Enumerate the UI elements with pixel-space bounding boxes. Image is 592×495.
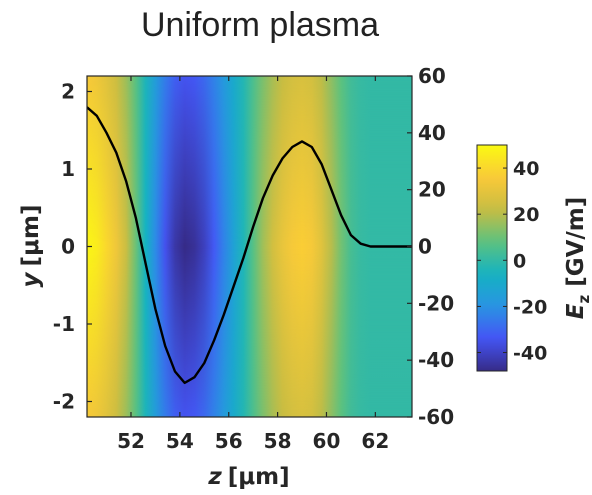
x-axis: 52 54 56 58 60 62 — [117, 76, 389, 453]
colorbar-tick-label: 0 — [513, 250, 526, 272]
y-tick-label: 2 — [61, 80, 75, 104]
y2-axis: -60 -40 -20 0 20 40 60 — [407, 64, 454, 429]
x-tick-label: 56 — [215, 429, 243, 453]
y2-tick-label: 20 — [418, 178, 446, 202]
colorbar-gradient-rect — [476, 144, 508, 372]
y2-tick-label: 60 — [418, 64, 446, 88]
x-tick-label: 54 — [166, 429, 194, 453]
line-series-group — [87, 106, 412, 385]
colorbar-tick-label: -40 — [513, 343, 547, 365]
plot-area — [86, 75, 413, 418]
colorbar-tick-label: 20 — [513, 204, 539, 226]
y-axis-label: y[μm] — [18, 205, 44, 288]
colorbar: -40 -20 0 20 40 Ez [GV/m] — [476, 144, 592, 372]
x-tick-label: 52 — [117, 429, 145, 453]
x-tick-label: 58 — [264, 429, 292, 453]
x-axis-label: z [μm] — [207, 464, 289, 490]
y2-tick-label: -60 — [418, 405, 454, 429]
series-line — [87, 106, 412, 385]
y2-tick-label: -20 — [418, 291, 454, 315]
colorbar-label: Ez [GV/m] — [563, 197, 592, 320]
y2-tick-label: 0 — [418, 235, 432, 259]
y-axis: -2 -1 0 1 2 — [53, 80, 92, 414]
y2-tick-label: 40 — [418, 121, 446, 145]
y-tick-label: 0 — [61, 235, 75, 259]
y2-tick-label: -40 — [418, 348, 454, 372]
colorbar-tick-label: -20 — [513, 296, 547, 318]
colorbar-ticks: -40 -20 0 20 40 — [477, 158, 547, 365]
x-tick-label: 60 — [313, 429, 341, 453]
chart-title: Uniform plasma — [141, 6, 379, 44]
x-tick-label: 62 — [361, 429, 389, 453]
colorbar-tick-label: 40 — [513, 158, 539, 180]
y-tick-label: -2 — [53, 390, 75, 414]
y-tick-label: -1 — [53, 312, 75, 336]
heatmap-center-band — [87, 76, 412, 417]
y-tick-label: 1 — [61, 157, 75, 181]
